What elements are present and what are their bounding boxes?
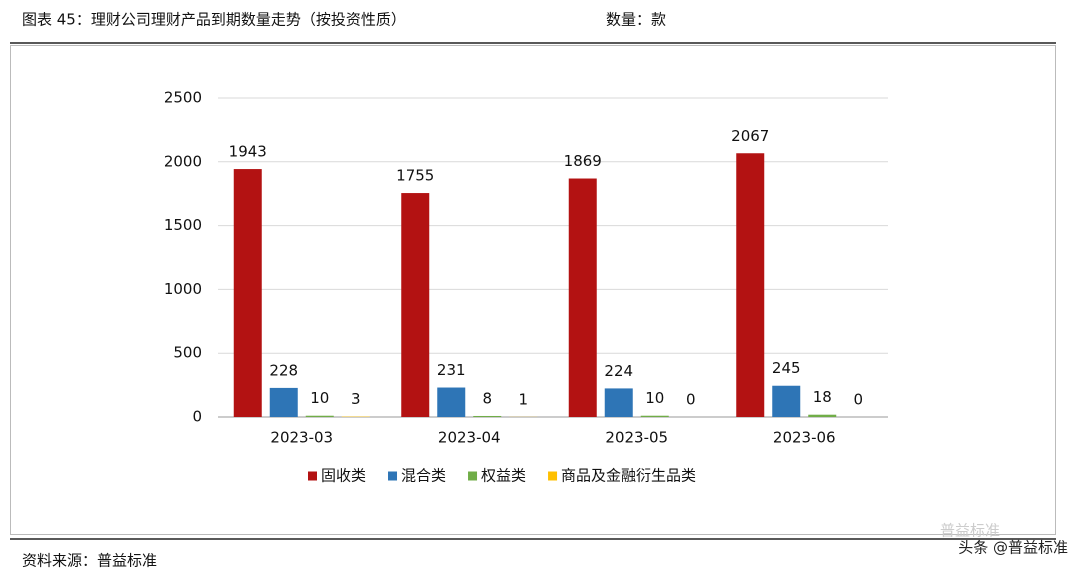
- x-tick-label: 2023-03: [270, 429, 333, 447]
- y-tick-label: 0: [192, 408, 202, 426]
- unit-label: 数量：款: [606, 11, 666, 29]
- data-label: 228: [269, 361, 298, 379]
- data-label: 18: [813, 388, 832, 406]
- bar: [305, 415, 334, 417]
- data-label: 1869: [564, 152, 602, 170]
- y-tick-label: 2500: [164, 89, 202, 107]
- bar: [772, 385, 801, 417]
- legend-label: 权益类: [481, 467, 526, 485]
- legend-swatch: [548, 471, 558, 481]
- data-label: 231: [437, 361, 466, 379]
- legend-swatch: [468, 471, 478, 481]
- bar: [269, 387, 298, 417]
- bar: [808, 414, 837, 417]
- legend-swatch: [388, 471, 398, 481]
- data-label: 10: [645, 389, 664, 407]
- bar: [473, 415, 502, 417]
- data-label: 8: [482, 389, 492, 407]
- x-tick-label: 2023-06: [773, 429, 836, 447]
- x-tick-label: 2023-05: [605, 429, 668, 447]
- y-tick-label: 1500: [164, 216, 202, 234]
- source: 资料来源：普益标准: [22, 552, 157, 570]
- data-label: 2067: [731, 127, 769, 145]
- data-label: 0: [686, 391, 696, 409]
- legend-label: 商品及金融衍生品类: [561, 467, 696, 485]
- legend-label: 混合类: [401, 467, 446, 485]
- data-label: 0: [853, 391, 863, 409]
- bar: [568, 178, 597, 417]
- legend-label: 固收类: [321, 467, 366, 485]
- data-label: 245: [772, 359, 801, 377]
- bar: [736, 153, 765, 417]
- bar: [640, 415, 669, 417]
- watermark-credit: 头条 @普益标准: [958, 539, 1068, 557]
- data-label: 1943: [229, 143, 267, 161]
- y-tick-label: 500: [173, 344, 202, 362]
- data-label: 10: [310, 389, 329, 407]
- data-label: 1: [518, 390, 528, 408]
- y-tick-label: 1000: [164, 280, 202, 298]
- bar: [233, 169, 262, 417]
- bar: [604, 388, 633, 417]
- x-tick-label: 2023-04: [438, 429, 501, 447]
- bar: [401, 193, 430, 417]
- data-label: 1755: [396, 167, 434, 185]
- watermark-logo: 普益标准: [940, 522, 1000, 540]
- y-tick-label: 2000: [164, 152, 202, 170]
- chart-frame: [10, 45, 1056, 535]
- data-label: 224: [604, 362, 633, 380]
- figure-title: 图表 45：理财公司理财产品到期数量走势（按投资性质）: [22, 11, 406, 29]
- data-label: 3: [351, 390, 361, 408]
- bar: [437, 387, 466, 417]
- legend-swatch: [308, 471, 317, 481]
